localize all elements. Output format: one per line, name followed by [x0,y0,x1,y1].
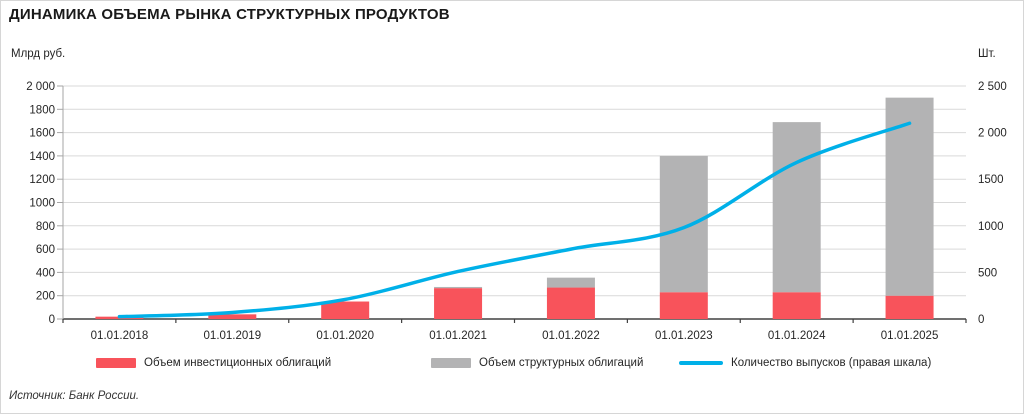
left-axis-tick-label: 0 [49,314,55,326]
right-axis-tick-label: 0 [978,314,984,326]
bar-segment [434,288,483,319]
right-axis-title: Шт. [978,48,996,60]
right-axis-tick-label: 1000 [978,221,1004,233]
left-axis-tick-label: 1200 [29,174,55,186]
legend-label: Количество выпусков (правая шкала) [731,357,932,369]
x-axis-label: 01.01.2023 [655,330,713,342]
bar-segment [772,292,821,319]
x-axis-label: 01.01.2019 [204,330,262,342]
left-axis-tick-label: 1600 [29,128,55,140]
legend-line-swatch-issues-count [679,361,723,365]
left-axis-tick-label: 400 [36,267,55,279]
bar-segment [434,286,483,289]
right-axis-tick-label: 2 500 [978,81,1007,93]
legend-label: Объем инвестиционных облигаций [144,357,332,369]
left-axis-tick-label: 1000 [29,198,55,210]
bar-segment [659,292,708,319]
bar-segment [321,301,370,319]
bar-segment [885,97,934,296]
bar-segment [659,155,708,293]
legend-item-investment-bonds: Объем инвестиционных облигаций [96,353,331,373]
x-axis-label: 01.01.2018 [91,330,149,342]
left-axis-tick-label: 2 000 [26,81,55,93]
bar-segment [546,287,595,319]
x-axis-label: 01.01.2024 [768,330,826,342]
bar-segment [546,277,595,288]
x-axis-label: 01.01.2025 [881,330,939,342]
bar-segment [885,295,934,319]
legend-item-issues-count: Количество выпусков (правая шкала) [679,353,931,373]
left-axis-tick-label: 600 [36,244,55,256]
legend: Объем инвестиционных облигаций Объем стр… [1,353,1023,373]
left-axis-title: Млрд руб. [11,48,66,60]
legend-item-structural-bonds: Объем структурных облигаций [431,353,643,373]
legend-swatch-structural-bonds [431,358,471,368]
left-axis-tick-label: 800 [36,221,55,233]
source-note: Источник: Банк России. [9,390,140,402]
legend-label: Объем структурных облигаций [479,357,644,369]
left-axis-tick-label: 200 [36,291,55,303]
bar-segment [772,122,821,293]
legend-swatch-investment-bonds [96,358,136,368]
x-axis-label: 01.01.2022 [542,330,600,342]
right-axis-tick-label: 500 [978,267,997,279]
chart-title: ДИНАМИКА ОБЪЕМА РЫНКА СТРУКТУРНЫХ ПРОДУК… [9,6,450,23]
issues-line [117,121,912,319]
right-axis-tick-label: 1500 [978,174,1004,186]
x-axis-label: 01.01.2020 [316,330,374,342]
x-axis-label: 01.01.2021 [429,330,487,342]
bar-segment [208,314,257,319]
left-axis-tick-label: 1400 [29,151,55,163]
left-axis-tick-label: 1800 [29,104,55,116]
right-axis-tick-label: 2 000 [978,128,1007,140]
chart-canvas: 2 0001800160014001200100080060040020002 … [26,81,1007,342]
